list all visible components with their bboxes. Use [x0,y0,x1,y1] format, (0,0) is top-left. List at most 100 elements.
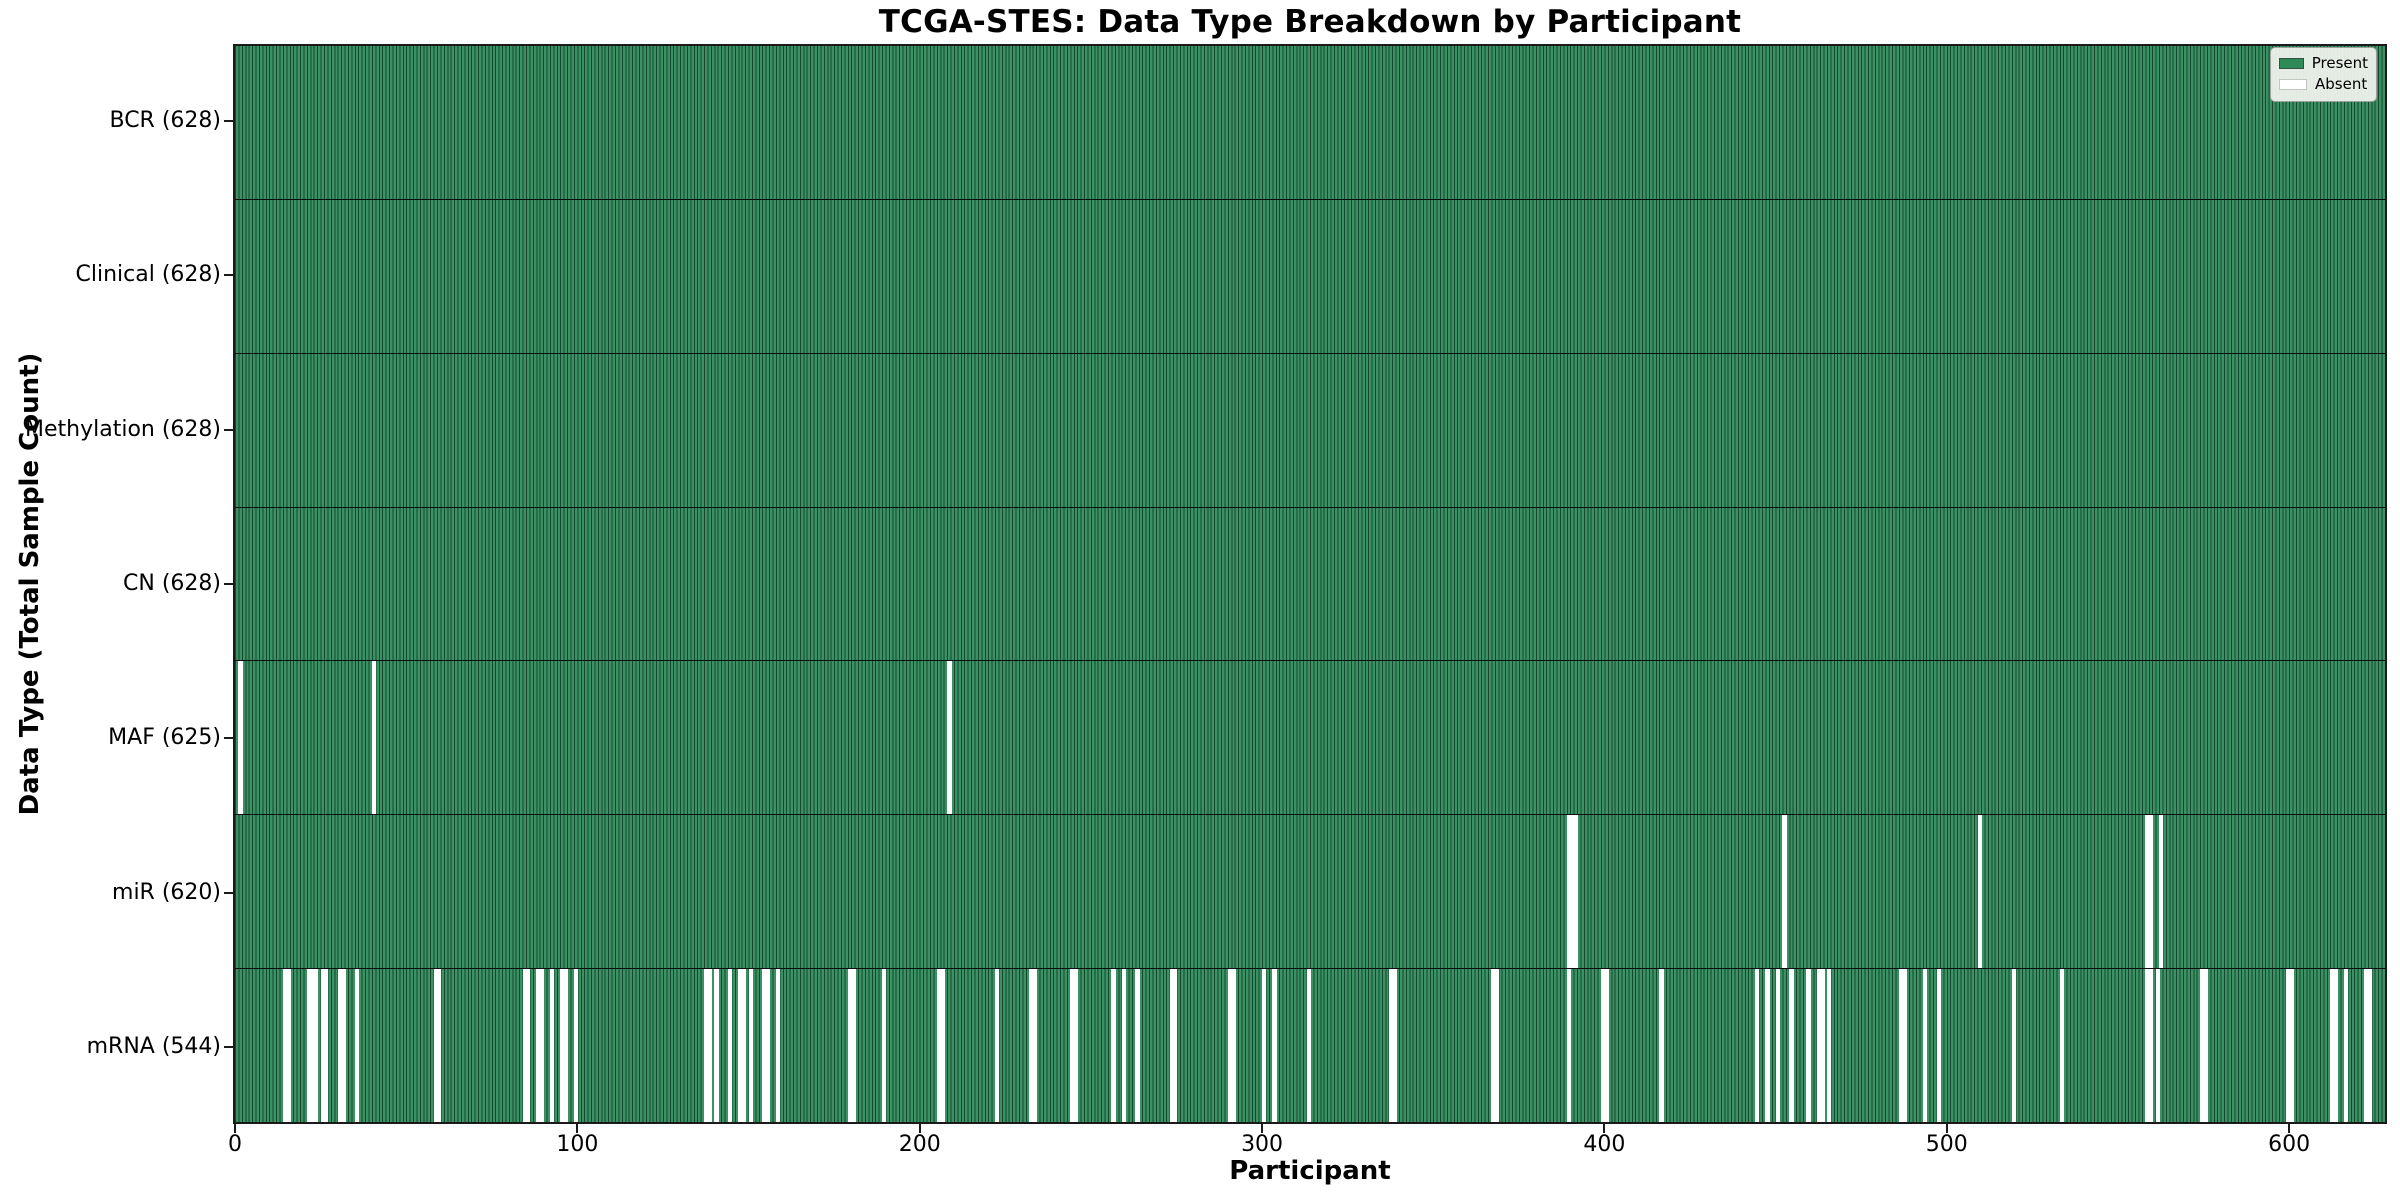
absent-stripe [436,969,442,1123]
absent-stripe [1902,969,1907,1123]
absent-stripe [1922,969,1928,1123]
absent-stripe [714,969,719,1123]
absent-stripe [1977,815,1983,969]
absent-stripe [2343,969,2349,1123]
absent-stripe [354,969,360,1123]
x-tick-label: 600 [2268,1132,2311,1157]
absent-stripe [2367,969,2373,1123]
absent-stripe [2059,969,2065,1123]
present-swatch-icon [2279,58,2304,69]
absent-stripe [741,969,747,1123]
absent-stripe [1494,969,1500,1123]
absent-stripe [1306,969,1311,1123]
y-tick-label: Clinical (628) [75,262,221,288]
absent-stripe [1491,969,1496,1123]
absent-stripe [1566,969,1572,1123]
presence-row-mir [235,815,2385,970]
presence-row-bcr [235,46,2385,200]
x-tick-label: 0 [228,1132,242,1157]
y-tick-label: CN (628) [123,571,221,596]
x-tick-mark [2288,1124,2291,1133]
absent-stripe [2203,969,2208,1123]
absent-stripe [320,969,325,1123]
absent-stripe [1231,969,1236,1123]
absent-stripe [563,969,569,1123]
absent-stripe [324,969,329,1123]
x-axis-label: Participant [1229,1156,1391,1186]
presence-row-methylation [235,353,2385,508]
absent-stripe [573,969,579,1123]
x-tick-mark [234,1124,236,1133]
absent-stripe [549,969,555,1123]
absent-stripe [2011,969,2017,1123]
absent-stripe [2145,815,2150,969]
absent-stripe [1816,969,1822,1123]
absent-stripe [433,969,438,1123]
x-tick-label: 200 [898,1132,941,1157]
y-tick-label: miR (620) [112,879,221,905]
presence-row-mrna [235,969,2385,1123]
absent-stripe [1755,969,1760,1123]
absent-stripe [1789,969,1794,1123]
absent-stripe [1604,969,1609,1123]
absent-stripe [306,969,312,1123]
x-tick-label: 100 [556,1132,599,1157]
absent-stripe [536,969,541,1123]
x-tick-mark [918,1124,921,1133]
absent-stripe [1765,969,1770,1123]
absent-stripe [282,969,288,1123]
absent-stripe [1601,969,1606,1123]
x-tick-label: 500 [1925,1132,1968,1157]
x-tick-mark [1603,1124,1606,1133]
absent-stripe [539,969,545,1123]
y-tick-mark [224,274,233,277]
absent-stripe [1262,969,1267,1123]
absent-stripe [1898,969,1904,1123]
absent-stripe [738,969,743,1123]
absent-stripe [1272,969,1277,1123]
absent-stripe [847,969,853,1123]
absent-stripe [522,969,527,1123]
presence-row-clinical [235,199,2385,354]
absent-stripe [995,969,1000,1123]
absent-stripe [851,969,856,1123]
legend-entry-absent: Absent [2279,74,2368,95]
y-tick-mark [224,1045,233,1048]
legend: Present Absent [2270,47,2377,102]
absent-stripe [748,969,753,1123]
absent-stripe [882,969,887,1123]
x-tick-mark [1261,1124,1264,1133]
absent-stripe [1826,969,1832,1123]
absent-stripe [762,969,767,1123]
y-tick-mark [224,583,233,585]
absent-stripe [1070,969,1075,1123]
absent-stripe [371,661,377,815]
absent-stripe [936,969,942,1123]
x-tick-label: 400 [1583,1132,1626,1157]
absent-stripe [940,969,945,1123]
absent-stripe [2148,969,2154,1123]
y-tick-label: MAF (625) [108,725,221,751]
x-tick-mark [1945,1124,1948,1133]
absent-stripe [2333,969,2339,1123]
absent-stripe [947,661,952,815]
absent-stripe [526,969,531,1123]
absent-stripe [1227,969,1233,1123]
absent-stripe [2289,969,2294,1123]
x-tick-mark [576,1124,579,1133]
absent-stripe [1775,969,1781,1123]
absent-stripe [1659,969,1664,1123]
absent-stripe [707,969,712,1123]
absent-stripe [1388,969,1394,1123]
absent-stripe [775,969,781,1123]
absent-stripe [1820,969,1825,1123]
absent-stripe [238,661,243,815]
y-tick-label: BCR (628) [109,108,221,134]
absent-stripe [560,969,565,1123]
absent-stripe [1392,969,1397,1123]
y-tick-mark [224,891,233,894]
absent-stripe [310,969,315,1123]
y-tick-mark [224,737,233,740]
absent-stripe [704,969,709,1123]
